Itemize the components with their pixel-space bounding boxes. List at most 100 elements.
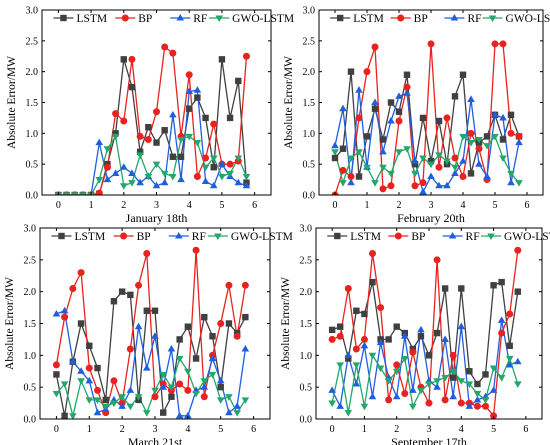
legend-label-bp: BP bbox=[411, 231, 425, 243]
data-point-lstm bbox=[355, 173, 363, 180]
data-point-bp bbox=[336, 332, 344, 340]
data-point-bp bbox=[515, 132, 523, 140]
y-tick-label: 2.0 bbox=[24, 287, 37, 298]
data-point-bp bbox=[192, 246, 200, 254]
data-point-lstm bbox=[371, 105, 379, 112]
data-point-rf bbox=[355, 86, 363, 93]
data-point-gwo-lstm bbox=[427, 161, 435, 169]
data-point-bp bbox=[226, 160, 234, 168]
data-point-gwo-lstm bbox=[111, 133, 120, 141]
data-point-lstm bbox=[225, 320, 233, 327]
y-tick-label: 0.0 bbox=[303, 191, 316, 202]
data-point-bp bbox=[403, 83, 411, 91]
data-point-lstm bbox=[77, 320, 85, 327]
data-point-gwo-lstm bbox=[119, 183, 128, 190]
x-tick-label: 3 bbox=[154, 200, 159, 211]
data-point-lstm bbox=[201, 313, 208, 321]
chart-panel-2: 0.0 0.5 1.0 1.5 2.0 2.5 3.0 0 1 2 3 4 5 6 Absolute Err… bbox=[283, 6, 550, 226]
y-tick-label: 0.5 bbox=[24, 383, 37, 394]
data-point-bp bbox=[498, 329, 506, 337]
legend-marker-gwo-lstm bbox=[488, 15, 497, 22]
legend-label-lstm: LSTM bbox=[350, 231, 381, 243]
data-point-bp bbox=[499, 40, 507, 48]
data-point-rf bbox=[457, 322, 466, 330]
data-point-gwo-lstm bbox=[433, 378, 441, 385]
x-tick-label: 6 bbox=[251, 424, 256, 435]
data-point-lstm bbox=[474, 380, 481, 388]
legend-marker-lstm bbox=[337, 14, 344, 22]
data-point-lstm bbox=[363, 133, 371, 140]
data-point-lstm bbox=[369, 278, 376, 286]
x-tick-label: 1 bbox=[89, 200, 94, 211]
data-point-rf bbox=[417, 325, 425, 333]
data-point-gwo-lstm bbox=[77, 378, 85, 385]
data-point-rf bbox=[491, 110, 499, 118]
data-point-rf bbox=[193, 86, 202, 93]
data-point-bp bbox=[241, 281, 249, 289]
data-point-lstm bbox=[345, 355, 352, 362]
data-point-bp bbox=[369, 249, 376, 257]
data-point-lstm bbox=[467, 170, 475, 177]
data-point-gwo-lstm bbox=[515, 180, 523, 187]
data-point-bp bbox=[77, 269, 85, 277]
data-point-gwo-lstm bbox=[225, 394, 233, 401]
series-line-rf bbox=[334, 90, 520, 194]
legend-marker-gwo-lstm bbox=[215, 15, 223, 22]
plot-frame bbox=[315, 227, 543, 420]
y-axis-label: Absolute Error/MW bbox=[283, 56, 295, 149]
data-point-lstm bbox=[218, 56, 226, 63]
data-point-gwo-lstm bbox=[193, 140, 202, 147]
legend-label-rf: RF bbox=[193, 13, 207, 25]
data-point-bp bbox=[395, 117, 403, 125]
data-point-lstm bbox=[385, 336, 392, 343]
data-point-rf bbox=[134, 322, 143, 330]
data-point-lstm bbox=[177, 153, 185, 160]
data-point-gwo-lstm bbox=[151, 387, 159, 395]
data-point-lstm bbox=[235, 77, 242, 85]
data-point-rf bbox=[400, 332, 409, 339]
data-point-bp bbox=[184, 386, 192, 394]
y-tick-label: 1.0 bbox=[26, 129, 39, 140]
plot-area bbox=[328, 246, 522, 419]
data-point-rf bbox=[201, 177, 210, 184]
data-point-rf bbox=[242, 181, 251, 189]
data-point-rf bbox=[118, 402, 126, 409]
data-point-rf bbox=[360, 341, 369, 349]
data-point-lstm bbox=[435, 117, 443, 125]
data-point-bp bbox=[379, 185, 387, 193]
data-point-bp bbox=[193, 173, 201, 180]
legend-label-gwo-lstm: GWO-LSTM bbox=[504, 231, 550, 243]
data-point-bp bbox=[69, 284, 77, 292]
data-point-bp bbox=[233, 332, 241, 340]
series-line-rf bbox=[58, 89, 247, 195]
data-point-bp bbox=[161, 43, 169, 51]
data-point-gwo-lstm bbox=[368, 352, 377, 360]
data-point-bp bbox=[61, 313, 69, 321]
data-point-bp bbox=[473, 402, 481, 410]
data-point-bp bbox=[491, 40, 499, 48]
series-line-gwo-lstm bbox=[58, 134, 248, 195]
legend-label-rf: RF bbox=[466, 231, 480, 243]
data-point-lstm bbox=[417, 333, 425, 340]
data-point-gwo-lstm bbox=[184, 368, 192, 376]
data-point-rf bbox=[505, 360, 514, 368]
data-point-lstm bbox=[411, 160, 419, 168]
data-point-gwo-lstm bbox=[128, 180, 136, 187]
data-point-bp bbox=[202, 154, 210, 162]
x-tick-label: 0 bbox=[56, 200, 61, 211]
data-point-gwo-lstm bbox=[451, 164, 459, 172]
data-point-rf bbox=[77, 367, 85, 374]
data-point-gwo-lstm bbox=[336, 362, 345, 369]
data-point-lstm bbox=[403, 71, 411, 78]
x-tick-label: 2 bbox=[397, 200, 402, 211]
x-tick-label: 2 bbox=[121, 200, 126, 211]
data-point-lstm bbox=[393, 323, 400, 330]
data-point-gwo-lstm bbox=[411, 170, 419, 178]
data-point-rf bbox=[331, 141, 339, 149]
data-point-lstm bbox=[120, 56, 127, 63]
data-point-gwo-lstm bbox=[234, 155, 243, 162]
y-tick-label: 1.5 bbox=[303, 98, 316, 109]
data-point-rf bbox=[328, 386, 336, 393]
data-point-rf bbox=[339, 104, 347, 112]
y-tick-label: 0.0 bbox=[300, 415, 313, 426]
